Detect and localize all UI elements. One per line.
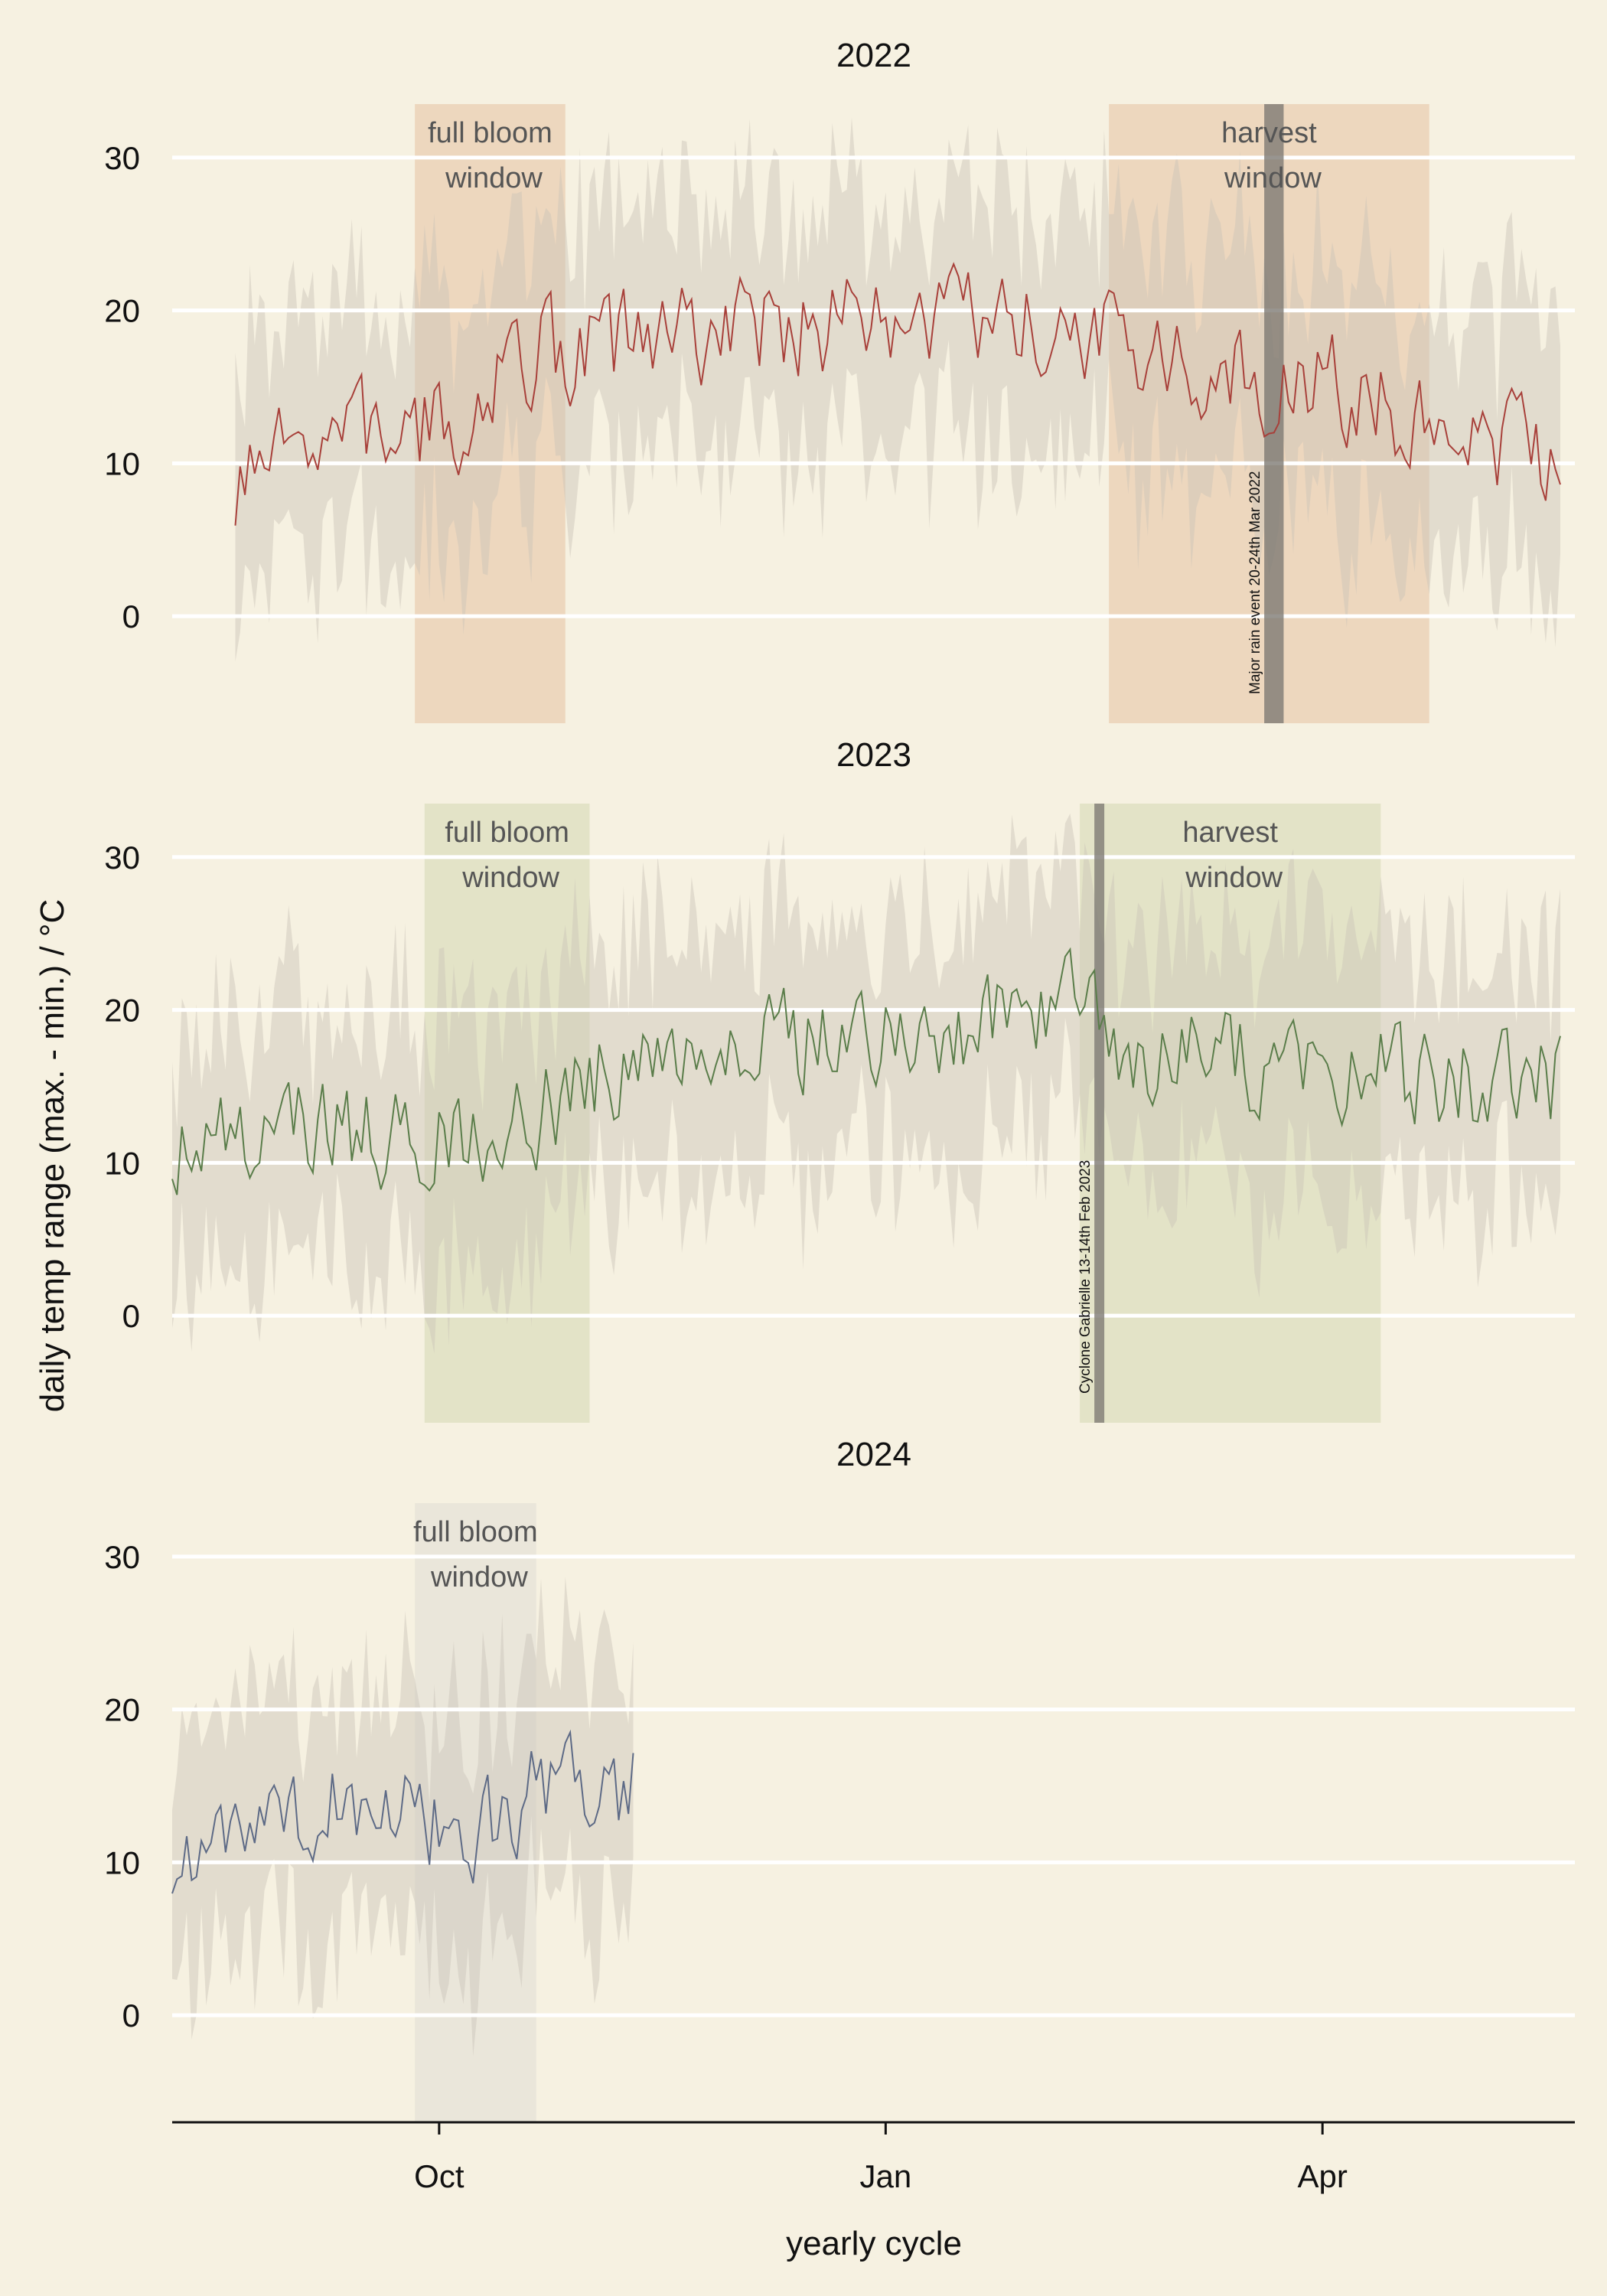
window-label-top: harvest: [1221, 117, 1317, 149]
range-band-area: [172, 1577, 634, 2056]
y-tick-label: 30: [104, 1539, 140, 1575]
event-band: [1094, 804, 1105, 1423]
window-labels: full bloom window harvest window: [445, 817, 1283, 894]
window-labels: full bloom window: [413, 1516, 538, 1593]
y-tick-label: 20: [104, 1692, 140, 1728]
windows: [424, 804, 1381, 1423]
x-tick-label: Jan: [859, 2158, 911, 2194]
y-tick-label: 20: [104, 993, 140, 1029]
window-label-bottom: window: [445, 162, 543, 194]
window-label-top: full bloom: [413, 1516, 538, 1548]
event-label: Major rain event 20-24th Mar 2022: [1247, 471, 1263, 695]
range-band-area: [172, 814, 1560, 1354]
y-tick-labels: 0 10 20 30: [104, 1539, 140, 2033]
series: [171, 1729, 634, 1894]
y-tick-label: 10: [104, 445, 140, 481]
y-tick-labels: 0 10 20 30: [104, 140, 140, 634]
panel-2022: Major rain event 20-24th Mar 2022 0 10 20 3…: [104, 37, 1575, 723]
y-tick-label: 10: [104, 1145, 140, 1181]
x-tick-label: Oct: [414, 2158, 464, 2194]
window-label-bottom: window: [430, 1561, 528, 1593]
x-ticks: Oct Jan Apr: [414, 2122, 1348, 2194]
range-band-area: [235, 117, 1560, 662]
panel-2024: 0 10 20 30 full bloom window 2024: [104, 1436, 1575, 2122]
window-0: [424, 804, 590, 1423]
gridlines: [172, 1554, 1575, 2017]
window-labels: full bloom window harvest window: [428, 117, 1322, 194]
window-label-bottom: window: [1224, 162, 1322, 194]
panel-title: 2023: [836, 736, 911, 774]
window-1: [1080, 804, 1381, 1423]
y-tick-label: 0: [122, 1298, 140, 1334]
range-band: [172, 814, 1560, 1354]
gridlines: [172, 855, 1575, 1318]
panel-title: 2022: [836, 37, 911, 74]
events: Major rain event 20-24th Mar 2022: [1247, 104, 1284, 723]
x-axis-label: yearly cycle: [786, 2225, 962, 2262]
series-line: [234, 262, 1561, 526]
y-tick-label: 10: [104, 1844, 140, 1880]
event-band: [1264, 104, 1284, 723]
x-tick-label: Apr: [1298, 2158, 1348, 2194]
window-label-top: harvest: [1182, 817, 1278, 849]
y-axis-label: daily temp range (max. - min.) / °C: [34, 899, 71, 1412]
y-tick-label: 0: [122, 1998, 140, 2033]
range-band: [172, 1577, 634, 2056]
y-tick-labels: 0 10 20 30: [104, 840, 140, 1334]
window-label-bottom: window: [1185, 862, 1283, 894]
series: [234, 262, 1561, 526]
series-line: [171, 1729, 634, 1894]
panel-title: 2024: [836, 1436, 911, 1473]
window-label-top: full bloom: [445, 817, 569, 849]
panel-2023: Cyclone Gabrielle 13-14th Feb 2023 0 10 20…: [104, 736, 1575, 1423]
y-tick-label: 20: [104, 293, 140, 329]
y-tick-label: 30: [104, 140, 140, 176]
range-band: [235, 117, 1560, 662]
event-label: Cyclone Gabrielle 13-14th Feb 2023: [1077, 1160, 1094, 1394]
series-line: [171, 947, 1561, 1195]
window-label-top: full bloom: [428, 117, 553, 149]
window-label-bottom: window: [461, 862, 559, 894]
y-tick-label: 30: [104, 840, 140, 876]
series: [171, 947, 1561, 1195]
y-tick-label: 0: [122, 598, 140, 634]
events: Cyclone Gabrielle 13-14th Feb 2023: [1077, 804, 1105, 1423]
